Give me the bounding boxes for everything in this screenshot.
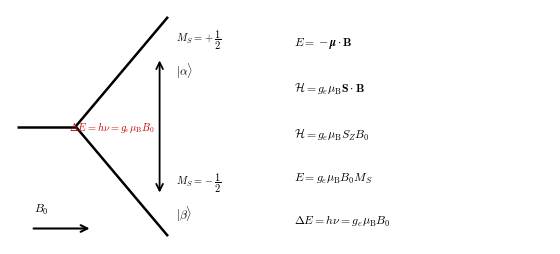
Text: $E = g_e\mu_\mathrm{B} B_0 M_S$: $E = g_e\mu_\mathrm{B} B_0 M_S$ xyxy=(294,171,372,185)
Text: $|\alpha\rangle$: $|\alpha\rangle$ xyxy=(176,61,194,81)
Text: $\mathcal{H} = g_e\mu_\mathrm{B} S_Z B_0$: $\mathcal{H} = g_e\mu_\mathrm{B} S_Z B_0… xyxy=(294,127,370,142)
Text: $M_S = +\dfrac{1}{2}$: $M_S = +\dfrac{1}{2}$ xyxy=(176,29,222,52)
Text: $E = -\boldsymbol{\mu} \cdot \mathbf{B}$: $E = -\boldsymbol{\mu} \cdot \mathbf{B}$ xyxy=(294,36,353,51)
Text: $\Delta E = h\nu = g_e\mu_\mathrm{B} B_0$: $\Delta E = h\nu = g_e\mu_\mathrm{B} B_0… xyxy=(294,214,390,228)
Text: $M_S = -\dfrac{1}{2}$: $M_S = -\dfrac{1}{2}$ xyxy=(176,171,222,195)
Text: $|\beta\rangle$: $|\beta\rangle$ xyxy=(176,204,193,223)
Text: $\Delta E = h\nu = g_e\mu_\mathrm{B}B_0$: $\Delta E = h\nu = g_e\mu_\mathrm{B}B_0$ xyxy=(69,120,155,134)
Text: $B_0$: $B_0$ xyxy=(34,203,48,216)
Text: $\mathcal{H} = g_e\mu_\mathrm{B}\mathbf{S} \cdot \mathbf{B}$: $\mathcal{H} = g_e\mu_\mathrm{B}\mathbf{… xyxy=(294,81,365,97)
